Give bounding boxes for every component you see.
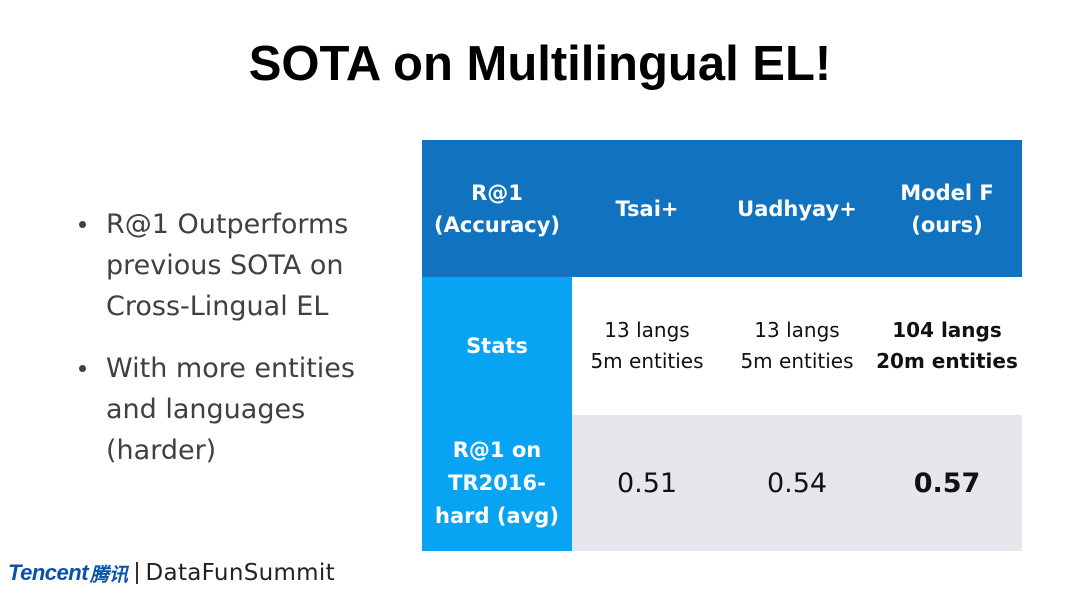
table-header-row: R@1 (Accuracy) Tsai+ Uadhyay+ Model F (o… <box>422 140 1022 277</box>
r1-uadhyay-value: 0.54 <box>766 467 828 499</box>
stats-uadhyay-line: 13 langs <box>754 318 840 342</box>
header-uadhyay-cell: Uadhyay+ <box>722 140 872 277</box>
stats-tsai-line: 5m entities <box>590 349 704 373</box>
bullet-text: With more entities and languages (harder… <box>106 353 355 466</box>
tencent-logo-cn: 腾讯 <box>90 563 129 586</box>
footer-logos: Tencent 腾讯 DataFunSummit <box>8 557 335 589</box>
header-model-f-cell: Model F (ours) <box>872 140 1022 277</box>
stats-model-f-cell: 104 langs 20m entities <box>872 277 1022 415</box>
header-model-f-line: Model F <box>900 180 994 205</box>
results-table: R@1 (Accuracy) Tsai+ Uadhyay+ Model F (o… <box>422 140 1022 551</box>
stats-tsai-cell: 13 langs 5m entities <box>572 277 722 415</box>
stats-label-cell: Stats <box>422 277 572 415</box>
datafun-summit-logo: DataFunSummit <box>145 560 335 586</box>
r1-label-line: R@1 on <box>452 437 542 462</box>
header-metric-line: (Accuracy) <box>434 212 560 237</box>
stats-model-f-line: 20m entities <box>876 349 1018 373</box>
r1-uadhyay-cell: 0.54 <box>722 415 872 551</box>
stats-model-f-line: 104 langs <box>892 318 1002 342</box>
r1-model-f-value: 0.57 <box>913 467 981 499</box>
header-metric-cell: R@1 (Accuracy) <box>422 140 572 277</box>
table-row-r1: R@1 on TR2016- hard (avg) 0.51 0.54 0.57 <box>422 415 1022 551</box>
header-model-f-line: (ours) <box>911 212 983 237</box>
table-row-stats: Stats 13 langs 5m entities 13 langs 5m e… <box>422 277 1022 415</box>
stats-tsai-line: 13 langs <box>604 318 690 342</box>
bullet-dot-icon <box>79 365 86 372</box>
tencent-logo: Tencent <box>8 560 89 585</box>
header-tsai-label: Tsai+ <box>615 196 679 221</box>
r1-model-f-cell: 0.57 <box>872 415 1022 551</box>
r1-label-line: TR2016- <box>448 470 546 495</box>
bullet-item: With more entities and languages (harder… <box>72 348 402 471</box>
r1-label-cell: R@1 on TR2016- hard (avg) <box>422 415 572 551</box>
stats-uadhyay-line: 5m entities <box>740 349 854 373</box>
header-metric-line: R@1 <box>471 180 523 205</box>
stats-uadhyay-cell: 13 langs 5m entities <box>722 277 872 415</box>
footer-divider <box>136 562 138 584</box>
r1-label-line: hard (avg) <box>435 503 559 528</box>
bullet-item: R@1 Outperforms previous SOTA on Cross-L… <box>72 204 402 327</box>
bullet-text: R@1 Outperforms previous SOTA on Cross-L… <box>106 209 349 322</box>
slide-title: SOTA on Multilingual EL! <box>248 37 832 91</box>
bullet-list: R@1 Outperforms previous SOTA on Cross-L… <box>72 204 402 492</box>
r1-tsai-value: 0.51 <box>616 467 678 499</box>
r1-tsai-cell: 0.51 <box>572 415 722 551</box>
stats-label: Stats <box>466 333 528 358</box>
header-tsai-cell: Tsai+ <box>572 140 722 277</box>
header-uadhyay-label: Uadhyay+ <box>737 196 857 221</box>
bullet-dot-icon <box>79 221 86 228</box>
